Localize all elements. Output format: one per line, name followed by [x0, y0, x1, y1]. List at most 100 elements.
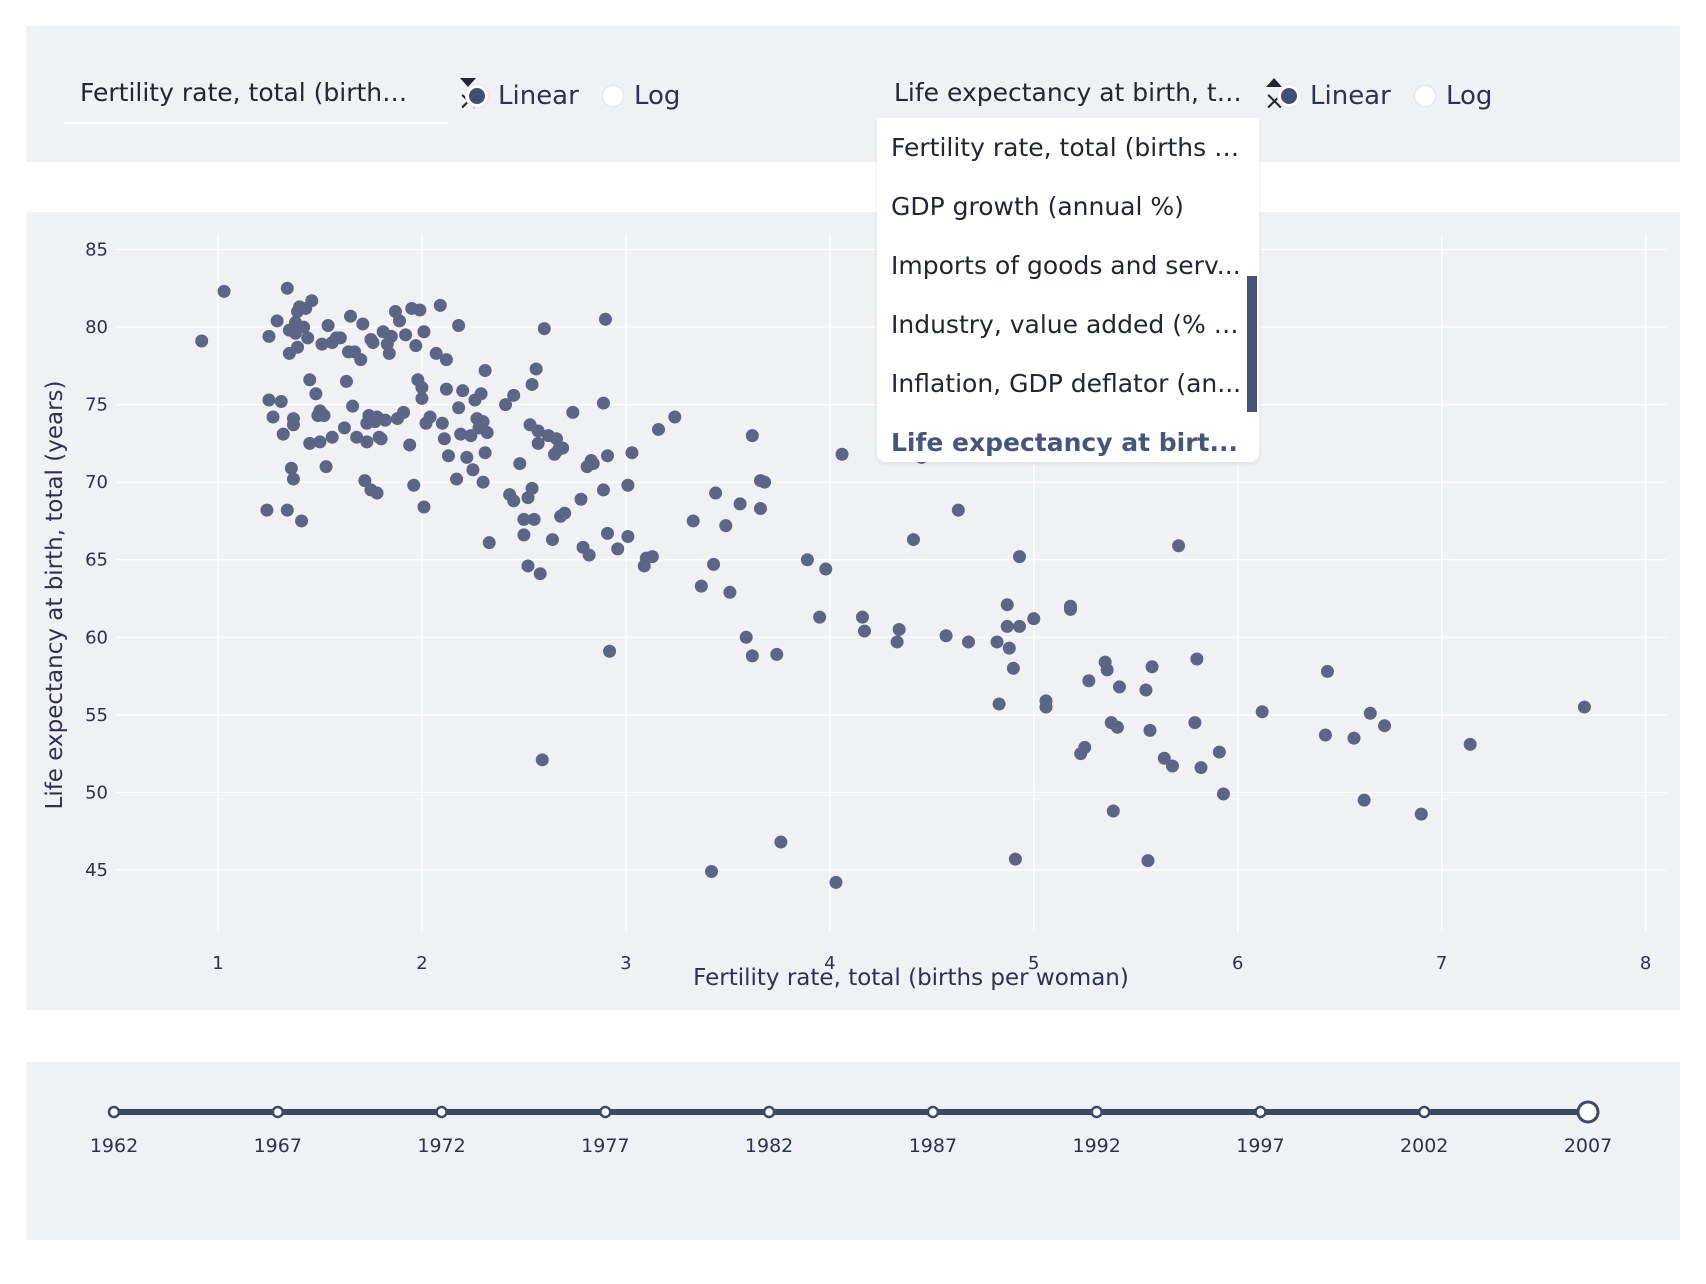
menu-option-gdp-growth[interactable]: GDP growth (annual %): [891, 192, 1184, 221]
scatter-point[interactable]: [739, 630, 753, 644]
y-linear-radio-dot[interactable]: [1278, 85, 1300, 107]
slider-dot[interactable]: [1254, 1105, 1267, 1119]
scatter-point[interactable]: [452, 319, 466, 333]
scatter-point[interactable]: [303, 373, 317, 387]
scatter-point[interactable]: [303, 436, 317, 450]
scatter-point[interactable]: [533, 567, 547, 581]
scatter-point[interactable]: [378, 413, 392, 427]
scatter-point[interactable]: [291, 340, 305, 354]
scatter-point[interactable]: [1008, 852, 1022, 866]
scatter-point[interactable]: [1027, 612, 1041, 626]
scatter-point[interactable]: [464, 429, 478, 443]
scatter-point[interactable]: [358, 474, 372, 488]
scatter-point[interactable]: [1000, 619, 1014, 633]
scatter-point[interactable]: [415, 391, 429, 405]
scatter-point[interactable]: [525, 377, 539, 391]
scatter-point[interactable]: [1255, 705, 1269, 719]
scatter-point[interactable]: [621, 478, 635, 492]
scatter-point[interactable]: [550, 432, 564, 446]
y-dropdown-caret-up-icon[interactable]: [1266, 78, 1282, 87]
scatter-point[interactable]: [319, 460, 333, 474]
scatter-point[interactable]: [525, 481, 539, 495]
slider-dot[interactable]: [271, 1105, 285, 1119]
scatter-point[interactable]: [413, 303, 427, 317]
scatter-point[interactable]: [819, 562, 833, 576]
scatter-point[interactable]: [460, 450, 474, 464]
scatter-point[interactable]: [280, 281, 294, 295]
x-scale-linear-radio[interactable]: Linear: [466, 78, 579, 114]
slider-dot[interactable]: [599, 1105, 612, 1119]
scatter-point[interactable]: [1112, 680, 1126, 694]
x-log-radio-dot[interactable]: [602, 85, 624, 107]
scatter-point[interactable]: [452, 401, 466, 415]
scatter-point[interactable]: [337, 421, 351, 435]
scatter-point[interactable]: [384, 329, 398, 343]
scatter-point[interactable]: [668, 410, 682, 424]
scatter-point[interactable]: [611, 542, 625, 556]
scatter-point[interactable]: [409, 339, 423, 353]
slider-year-label[interactable]: 1982: [745, 1135, 793, 1157]
scatter-point[interactable]: [439, 353, 453, 367]
x-linear-radio-dot[interactable]: [466, 85, 488, 107]
scatter-point[interactable]: [315, 337, 329, 351]
slider-dot[interactable]: [107, 1105, 121, 1119]
slider-year-label[interactable]: 1962: [90, 1135, 138, 1157]
scatter-point[interactable]: [454, 427, 468, 441]
scatter-point[interactable]: [1145, 660, 1159, 674]
scatter-point[interactable]: [652, 422, 665, 436]
scatter-point[interactable]: [586, 457, 600, 471]
scatter-point[interactable]: [1110, 720, 1124, 734]
scatter-point[interactable]: [309, 387, 323, 401]
scatter-point[interactable]: [356, 317, 370, 331]
scatter-point[interactable]: [346, 399, 360, 413]
scatter-point[interactable]: [906, 533, 920, 547]
scatter-point[interactable]: [354, 353, 368, 367]
scatter-point[interactable]: [1414, 807, 1428, 821]
scatter-point[interactable]: [892, 623, 906, 637]
scatter-point[interactable]: [603, 644, 617, 658]
scatter-point[interactable]: [566, 405, 580, 419]
scatter-point[interactable]: [276, 427, 290, 441]
scatter-point[interactable]: [601, 526, 615, 540]
scatter-point[interactable]: [1157, 751, 1171, 765]
scatter-point[interactable]: [1063, 602, 1077, 616]
scatter-point[interactable]: [1190, 652, 1204, 666]
scatter-point[interactable]: [1141, 854, 1155, 868]
scatter-point[interactable]: [829, 875, 843, 889]
scatter-point[interactable]: [855, 610, 869, 624]
scatter-point[interactable]: [1012, 619, 1026, 633]
scatter-point[interactable]: [1216, 787, 1230, 801]
scatter-point[interactable]: [1143, 723, 1157, 737]
scatter-point[interactable]: [558, 506, 572, 520]
scatter-point[interactable]: [478, 363, 492, 377]
scatter-point[interactable]: [366, 336, 380, 350]
scatter-point[interactable]: [1002, 641, 1016, 655]
scatter-point[interactable]: [719, 519, 733, 533]
scatter-point[interactable]: [962, 635, 975, 649]
scatter-point[interactable]: [286, 472, 300, 486]
scatter-point[interactable]: [360, 435, 374, 449]
scatter-point[interactable]: [517, 528, 531, 542]
scatter-point[interactable]: [507, 494, 521, 508]
scatter-point[interactable]: [1100, 663, 1114, 677]
scatter-point[interactable]: [753, 502, 767, 516]
scatter-point[interactable]: [466, 463, 480, 477]
scatter-point[interactable]: [733, 497, 747, 511]
scatter-point[interactable]: [601, 449, 615, 463]
scatter-point[interactable]: [774, 835, 788, 849]
scatter-point[interactable]: [1463, 737, 1477, 751]
scatter-point[interactable]: [890, 635, 904, 649]
scatter-point[interactable]: [260, 503, 274, 517]
slider-year-label[interactable]: 1977: [581, 1135, 629, 1157]
y-axis-dropdown[interactable]: Life expectancy at birth, tot... ×: [878, 64, 1288, 122]
menu-option-inflation[interactable]: Inflation, GDP deflator (an...: [891, 369, 1242, 398]
scatter-point[interactable]: [1320, 664, 1334, 678]
scatter-point[interactable]: [545, 533, 559, 547]
scatter-point[interactable]: [1039, 700, 1053, 714]
scatter-point[interactable]: [397, 405, 411, 419]
scatter-point[interactable]: [301, 331, 315, 345]
scatter-point[interactable]: [270, 314, 284, 328]
scatter-point[interactable]: [476, 415, 490, 429]
scatter-point[interactable]: [574, 492, 588, 506]
scatter-point[interactable]: [415, 381, 429, 395]
